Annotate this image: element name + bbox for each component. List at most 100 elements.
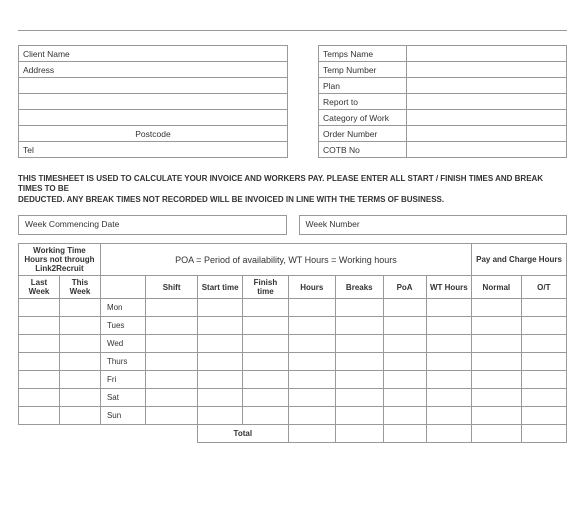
start-cell[interactable] bbox=[198, 335, 243, 353]
finish-cell[interactable] bbox=[243, 335, 288, 353]
address-line-3[interactable] bbox=[19, 94, 288, 110]
poa-cell[interactable] bbox=[383, 299, 426, 317]
poa-cell[interactable] bbox=[383, 353, 426, 371]
last-week-cell[interactable] bbox=[19, 335, 60, 353]
ot-cell[interactable] bbox=[521, 407, 566, 425]
ot-cell[interactable] bbox=[521, 353, 566, 371]
normal-cell[interactable] bbox=[472, 317, 522, 335]
start-cell[interactable] bbox=[198, 389, 243, 407]
hours-cell[interactable] bbox=[288, 389, 335, 407]
finish-cell[interactable] bbox=[243, 353, 288, 371]
wt-cell[interactable] bbox=[426, 371, 471, 389]
this-week-cell[interactable] bbox=[59, 353, 100, 371]
wt-cell[interactable] bbox=[426, 407, 471, 425]
ot-cell[interactable] bbox=[521, 335, 566, 353]
normal-cell[interactable] bbox=[472, 407, 522, 425]
this-week-cell[interactable] bbox=[59, 335, 100, 353]
breaks-cell[interactable] bbox=[336, 299, 383, 317]
hours-cell[interactable] bbox=[288, 407, 335, 425]
total-breaks[interactable] bbox=[336, 425, 383, 443]
order-number-value[interactable] bbox=[407, 126, 567, 142]
total-hours[interactable] bbox=[288, 425, 335, 443]
hours-cell[interactable] bbox=[288, 335, 335, 353]
wt-cell[interactable] bbox=[426, 353, 471, 371]
address-line-4[interactable] bbox=[19, 110, 288, 126]
ot-cell[interactable] bbox=[521, 317, 566, 335]
shift-cell[interactable] bbox=[146, 407, 198, 425]
week-row: Week Commencing Date Week Number bbox=[18, 215, 567, 235]
start-cell[interactable] bbox=[198, 371, 243, 389]
finish-cell[interactable] bbox=[243, 407, 288, 425]
total-normal[interactable] bbox=[472, 425, 522, 443]
hours-cell[interactable] bbox=[288, 371, 335, 389]
this-week-cell[interactable] bbox=[59, 371, 100, 389]
hours-cell[interactable] bbox=[288, 353, 335, 371]
poa-cell[interactable] bbox=[383, 335, 426, 353]
last-week-cell[interactable] bbox=[19, 317, 60, 335]
poa-cell[interactable] bbox=[383, 317, 426, 335]
this-week-cell[interactable] bbox=[59, 317, 100, 335]
wt-cell[interactable] bbox=[426, 335, 471, 353]
poa-cell[interactable] bbox=[383, 389, 426, 407]
breaks-cell[interactable] bbox=[336, 389, 383, 407]
wt-cell[interactable] bbox=[426, 299, 471, 317]
ot-cell[interactable] bbox=[521, 299, 566, 317]
breaks-cell[interactable] bbox=[336, 317, 383, 335]
this-week-cell[interactable] bbox=[59, 389, 100, 407]
ot-cell[interactable] bbox=[521, 371, 566, 389]
shift-cell[interactable] bbox=[146, 317, 198, 335]
last-week-cell[interactable] bbox=[19, 407, 60, 425]
breaks-cell[interactable] bbox=[336, 371, 383, 389]
normal-cell[interactable] bbox=[472, 335, 522, 353]
start-cell[interactable] bbox=[198, 299, 243, 317]
shift-cell[interactable] bbox=[146, 389, 198, 407]
finish-cell[interactable] bbox=[243, 299, 288, 317]
temp-number-value[interactable] bbox=[407, 62, 567, 78]
breaks-cell[interactable] bbox=[336, 407, 383, 425]
hours-header: Hours bbox=[288, 276, 335, 299]
temps-name-value[interactable] bbox=[407, 46, 567, 62]
shift-cell[interactable] bbox=[146, 335, 198, 353]
shift-cell[interactable] bbox=[146, 371, 198, 389]
category-value[interactable] bbox=[407, 110, 567, 126]
last-week-cell[interactable] bbox=[19, 353, 60, 371]
last-week-cell[interactable] bbox=[19, 299, 60, 317]
finish-cell[interactable] bbox=[243, 317, 288, 335]
this-week-cell[interactable] bbox=[59, 299, 100, 317]
total-poa[interactable] bbox=[383, 425, 426, 443]
report-to-value[interactable] bbox=[407, 94, 567, 110]
normal-cell[interactable] bbox=[472, 371, 522, 389]
start-cell[interactable] bbox=[198, 407, 243, 425]
poa-cell[interactable] bbox=[383, 407, 426, 425]
plan-label: Plan bbox=[319, 78, 407, 94]
week-commencing-cell[interactable]: Week Commencing Date bbox=[18, 215, 287, 235]
timesheet-page: Client Name Address Postcode Tel Temps N… bbox=[0, 0, 585, 455]
start-cell[interactable] bbox=[198, 353, 243, 371]
breaks-cell[interactable] bbox=[336, 353, 383, 371]
last-week-cell[interactable] bbox=[19, 389, 60, 407]
breaks-cell[interactable] bbox=[336, 335, 383, 353]
wt-cell[interactable] bbox=[426, 317, 471, 335]
normal-cell[interactable] bbox=[472, 353, 522, 371]
normal-cell[interactable] bbox=[472, 389, 522, 407]
plan-value[interactable] bbox=[407, 78, 567, 94]
poa-cell[interactable] bbox=[383, 371, 426, 389]
week-number-cell[interactable]: Week Number bbox=[299, 215, 568, 235]
total-ot[interactable] bbox=[521, 425, 566, 443]
hours-cell[interactable] bbox=[288, 299, 335, 317]
last-week-cell[interactable] bbox=[19, 371, 60, 389]
total-wt[interactable] bbox=[426, 425, 471, 443]
hours-cell[interactable] bbox=[288, 317, 335, 335]
cotb-value[interactable] bbox=[407, 142, 567, 158]
start-cell[interactable] bbox=[198, 317, 243, 335]
normal-cell[interactable] bbox=[472, 299, 522, 317]
finish-cell[interactable] bbox=[243, 389, 288, 407]
this-week-cell[interactable] bbox=[59, 407, 100, 425]
top-rule bbox=[18, 30, 567, 31]
finish-cell[interactable] bbox=[243, 371, 288, 389]
address-line-2[interactable] bbox=[19, 78, 288, 94]
shift-cell[interactable] bbox=[146, 353, 198, 371]
ot-cell[interactable] bbox=[521, 389, 566, 407]
wt-cell[interactable] bbox=[426, 389, 471, 407]
shift-cell[interactable] bbox=[146, 299, 198, 317]
